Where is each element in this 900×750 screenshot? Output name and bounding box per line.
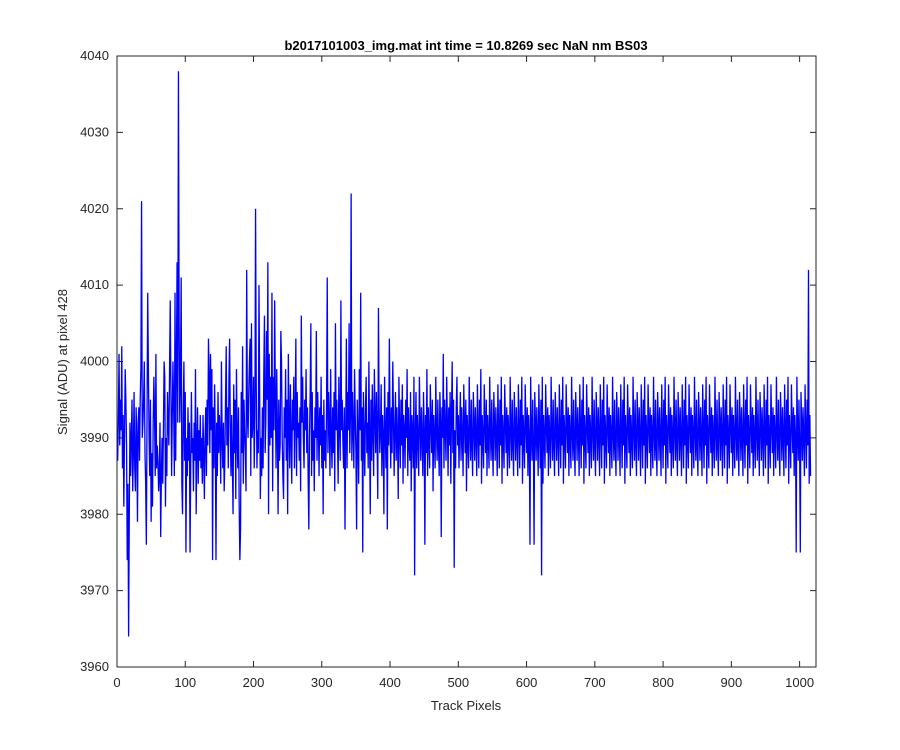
y-tick-label: 4040 [80, 48, 109, 63]
x-tick-label: 800 [652, 675, 674, 690]
y-tick-label: 3960 [80, 659, 109, 674]
data-series-line-1 [117, 71, 812, 637]
x-tick-label: 600 [516, 675, 538, 690]
y-tick-label: 3980 [80, 506, 109, 521]
y-tick-label: 4000 [80, 354, 109, 369]
x-tick-label: 1000 [785, 675, 814, 690]
x-tick-label: 100 [174, 675, 196, 690]
x-tick-label: 500 [447, 675, 469, 690]
y-tick-label: 3990 [80, 430, 109, 445]
y-tick-label: 4030 [80, 124, 109, 139]
y-tick-label: 3970 [80, 583, 109, 598]
x-tick-label: 300 [311, 675, 333, 690]
axis-ticks: 0 100 200 300 400 500 600 700 800 900 1000 3960 3970… [80, 48, 817, 690]
y-tick-label: 4020 [80, 201, 109, 216]
plot-area [117, 71, 812, 637]
x-tick-label: 0 [113, 675, 120, 690]
y-axis-label: Signal (ADU) at pixel 428 [55, 289, 70, 435]
x-tick-label: 400 [379, 675, 401, 690]
x-tick-label: 900 [721, 675, 743, 690]
x-tick-label: 200 [243, 675, 265, 690]
chart-title: b2017101003_img.mat int time = 10.8269 s… [284, 38, 647, 53]
x-axis-label: Track Pixels [431, 698, 502, 713]
y-tick-label: 4010 [80, 277, 109, 292]
x-tick-label: 700 [584, 675, 606, 690]
